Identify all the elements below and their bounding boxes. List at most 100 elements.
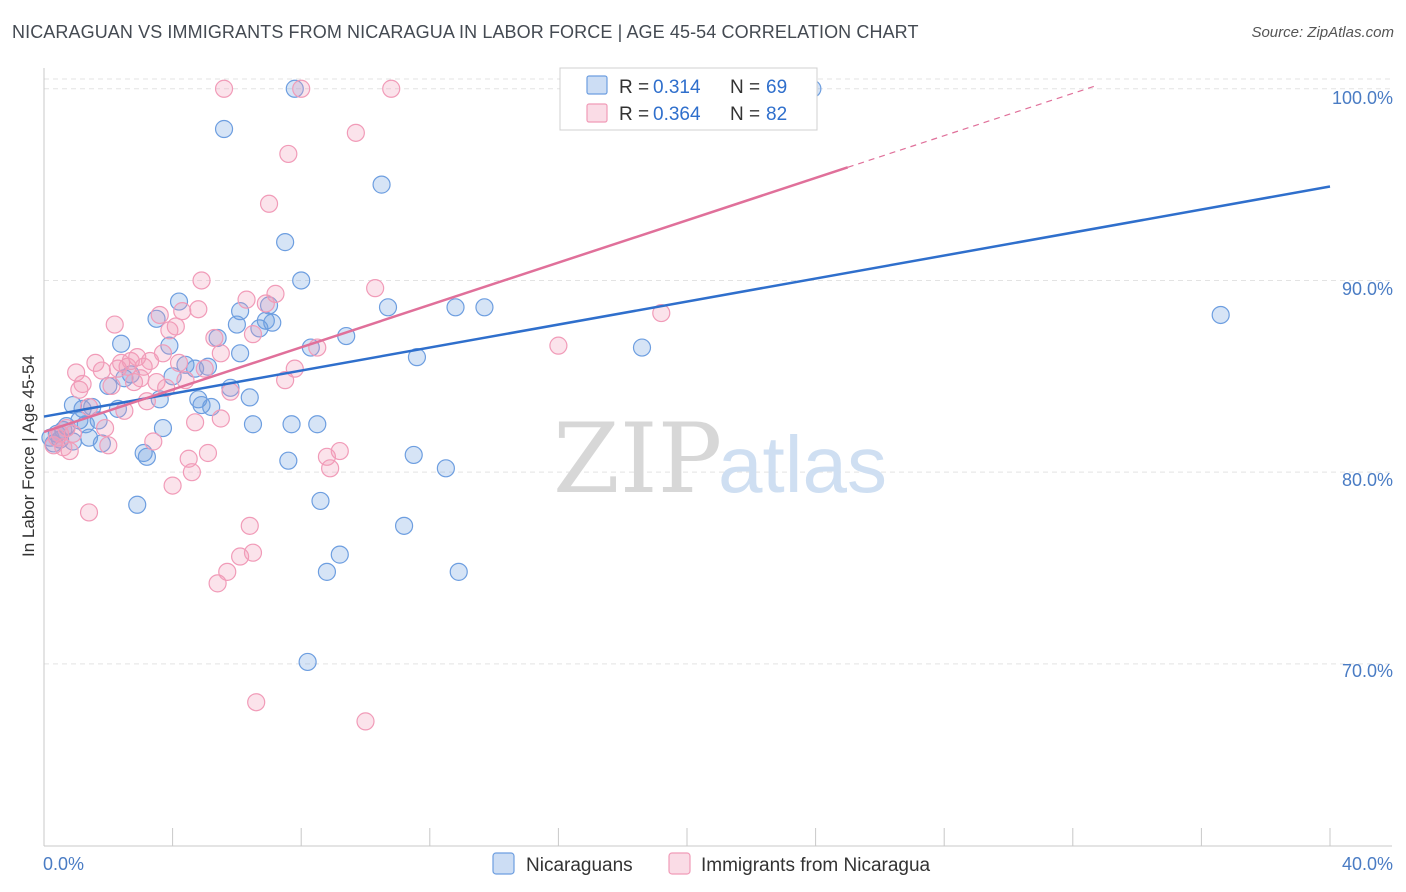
x-tick-label-max: 40.0% [1342, 854, 1393, 874]
immigrants-point-75 [549, 336, 568, 355]
watermark: ZIP atlas [553, 403, 887, 515]
immigrants-point-32 [153, 344, 173, 363]
immigrants-point-40 [179, 449, 198, 468]
nicaraguans-point-17 [112, 334, 131, 353]
immigrants-point-76 [652, 303, 671, 323]
nicaraguans-point-66 [449, 562, 468, 581]
chart-title: NICARAGUAN VS IMMIGRANTS FROM NICARAGUA … [12, 22, 919, 42]
nicaraguans-point-51 [292, 271, 311, 290]
immigrants-point-66 [292, 79, 311, 98]
y-tick-label-100: 100.0% [1332, 88, 1393, 108]
legend-r-label-0: R = [619, 77, 649, 98]
nicaraguans-point-64 [436, 459, 455, 478]
nicaraguans-point-45 [259, 296, 279, 315]
nicaraguans-point-29 [176, 355, 195, 374]
immigrants-point-72 [356, 712, 375, 731]
immigrants-point-44 [192, 271, 211, 290]
nicaraguans-point-28 [169, 292, 189, 311]
immigrants-point-46 [198, 443, 218, 463]
immigrants-point-17 [105, 315, 124, 334]
immigrants-point-37 [169, 353, 189, 372]
y-tick-label-70: 70.0% [1342, 661, 1393, 681]
legend-r-value-0: 0.314 [653, 77, 701, 98]
immigrants-point-7 [67, 363, 86, 382]
immigrants-point-16 [102, 376, 121, 396]
immigrants-point-11 [79, 503, 99, 522]
immigrants-point-52 [218, 562, 237, 581]
nicaraguans-point-36 [214, 119, 234, 139]
nicaraguans-point-54 [311, 491, 330, 511]
watermark-zip: ZIP [553, 403, 722, 515]
immigrants-point-45 [195, 359, 214, 378]
immigrants-point-60 [256, 294, 275, 313]
immigrants-point-35 [163, 476, 182, 495]
nicaraguans-point-20 [128, 495, 147, 514]
nicaraguans-point-61 [394, 516, 414, 535]
legend: R = 0.314 N = 69 R = 0.364 N = 82 [559, 67, 818, 131]
nicaraguans-point-46 [263, 313, 282, 332]
immigrants-point-21 [118, 357, 137, 376]
immigrants-point-38 [173, 302, 192, 321]
immigrants-point-29 [144, 432, 163, 451]
immigrants-point-5 [60, 441, 79, 461]
immigrants-point-57 [243, 325, 263, 344]
gridlines [44, 78, 1392, 665]
immigrants-point-71 [346, 123, 365, 142]
nicaraguans-point-25 [153, 418, 173, 438]
immigrants-point-53 [221, 382, 240, 401]
y-axis-title: In Labor Force | Age 45-54 [19, 355, 38, 557]
immigrants-point-62 [266, 284, 285, 303]
immigrants-point-51 [214, 79, 234, 98]
immigrants-point-59 [247, 693, 266, 712]
immigrants-point-56 [240, 516, 259, 535]
nicaraguans-point-49 [282, 415, 301, 434]
nicaraguans-point-33 [198, 357, 218, 376]
immigrants-point-49 [211, 409, 230, 428]
immigrants-point-47 [205, 328, 224, 348]
nicaraguans-point-7 [63, 395, 83, 415]
nicaraguans-point-42 [243, 415, 263, 434]
immigrants-point-42 [186, 413, 205, 432]
immigrants-point-69 [321, 459, 340, 478]
immigrants-trend-line [43, 166, 849, 434]
immigrants-point-8 [70, 380, 89, 399]
y-tick-label-80: 80.0% [1342, 470, 1393, 490]
nicaraguans-point-40 [231, 344, 250, 363]
immigrants-point-58 [243, 543, 263, 562]
immigrants-point-30 [147, 372, 166, 392]
bottom-legend-label-nicaraguans: Nicaraguans [526, 855, 633, 876]
bottom-legend-label-immigrants: Immigrants from Nicaragua [701, 855, 931, 876]
nicaraguans-point-55 [317, 562, 337, 581]
axes [43, 68, 1392, 847]
x-tick-label-min: 0.0% [43, 854, 84, 874]
nicaraguans-point-70 [1211, 305, 1230, 325]
source-label: Source: ZipAtlas.com [1251, 24, 1394, 41]
immigrants-point-50 [211, 344, 230, 363]
immigrants-trend-extension [847, 84, 1099, 168]
immigrants-point-61 [259, 194, 279, 213]
nicaraguans-point-65 [446, 298, 465, 317]
legend-box [559, 67, 818, 131]
bottom-legend: Nicaraguans Immigrants from Nicaragua [492, 852, 931, 876]
immigrants-point-43 [189, 300, 208, 319]
nicaraguans-point-68 [632, 338, 652, 357]
nicaraguans-point-50 [285, 79, 304, 98]
legend-r-label-1: R = [619, 104, 649, 125]
immigrants-point-64 [279, 144, 298, 164]
legend-n-label-1: N = [730, 104, 760, 125]
nicaraguans-point-60 [378, 298, 398, 317]
trend-lines [43, 84, 1331, 434]
immigrants-point-74 [382, 79, 401, 98]
immigrants-point-65 [285, 359, 304, 378]
immigrants-point-31 [150, 305, 169, 325]
nicaraguans-point-38 [227, 315, 246, 334]
nicaraguans-point-56 [298, 652, 317, 672]
bottom-legend-swatch-nicaraguans [492, 852, 515, 875]
immigrants-point-41 [182, 463, 201, 482]
nicaraguans-point-63 [404, 445, 423, 465]
nicaraguans-point-22 [137, 447, 156, 466]
nicaraguans-point-67 [475, 298, 494, 317]
nicaraguans-point-57 [330, 545, 349, 564]
legend-n-value-1: 82 [766, 104, 787, 125]
